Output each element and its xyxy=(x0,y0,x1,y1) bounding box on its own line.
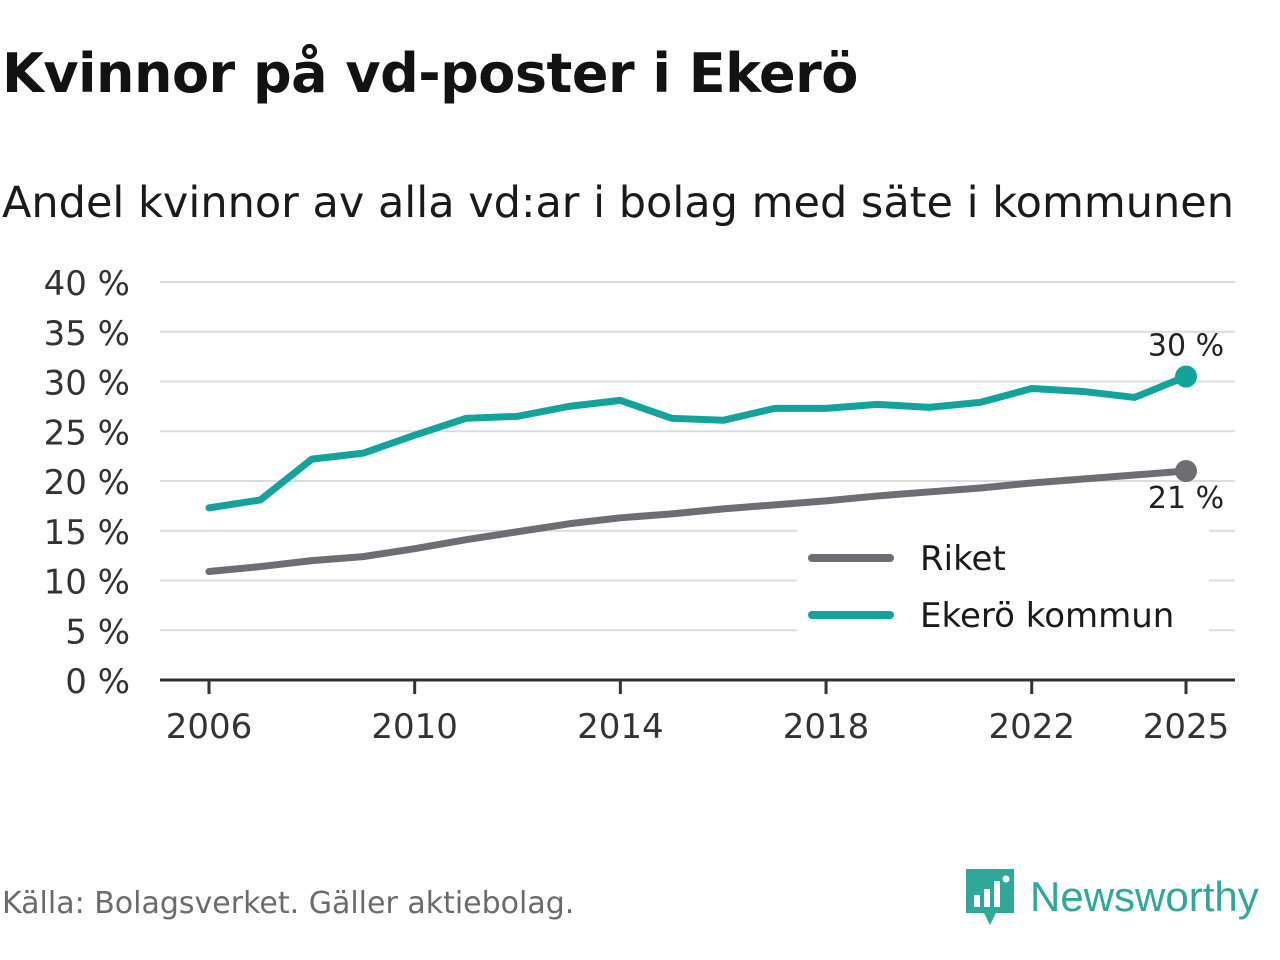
end-point-marker xyxy=(1175,365,1197,388)
x-tick-label: 2006 xyxy=(166,707,253,747)
y-tick-label: 20 % xyxy=(44,463,130,503)
series-lines: 21 % 30 % xyxy=(205,329,1224,576)
legend: Riket Ekerö kommun xyxy=(797,528,1209,636)
series-line-ekero xyxy=(205,373,1190,512)
x-tick-label: 2010 xyxy=(371,707,458,747)
y-tick-label: 40 % xyxy=(44,264,130,304)
y-tick-label: 25 % xyxy=(44,413,130,453)
legend-label: Riket xyxy=(920,539,1006,579)
y-tick-label: 30 % xyxy=(44,364,130,404)
x-tick-label: 2014 xyxy=(577,707,664,747)
y-tick-label: 5 % xyxy=(65,612,130,652)
x-tick-label: 2022 xyxy=(988,707,1075,747)
source-note: Källa: Bolagsverket. Gäller aktiebolag. xyxy=(2,886,575,921)
x-tick-label: 2025 xyxy=(1143,707,1230,747)
newsworthy-logo-icon xyxy=(966,869,1014,925)
y-tick-label: 0 % xyxy=(65,662,130,702)
y-tick-label: 10 % xyxy=(44,563,130,603)
x-axis: 2006 2010 2014 2018 2022 2025 xyxy=(160,678,1235,747)
x-tick-label: 2018 xyxy=(783,707,870,747)
end-value-label: 21 % xyxy=(1148,481,1224,516)
brand-name: Newsworthy xyxy=(1030,873,1259,920)
legend-label: Ekerö kommun xyxy=(920,596,1174,636)
y-tick-label: 15 % xyxy=(44,513,130,553)
end-value-label: 30 % xyxy=(1148,329,1224,364)
end-point-marker xyxy=(1175,460,1197,483)
y-tick-label: 35 % xyxy=(44,314,130,354)
chart-title: Kvinnor på vd-poster i Ekerö xyxy=(2,42,858,105)
chart-subtitle: Andel kvinnor av alla vd:ar i bolag med … xyxy=(2,178,1234,228)
brand-logo: Newsworthy xyxy=(964,862,1259,932)
series-line-riket xyxy=(205,467,1190,576)
y-axis-ticks: 0 % 5 % 10 % 15 % 20 % 25 % 30 % 35 % 40 % xyxy=(44,264,130,702)
